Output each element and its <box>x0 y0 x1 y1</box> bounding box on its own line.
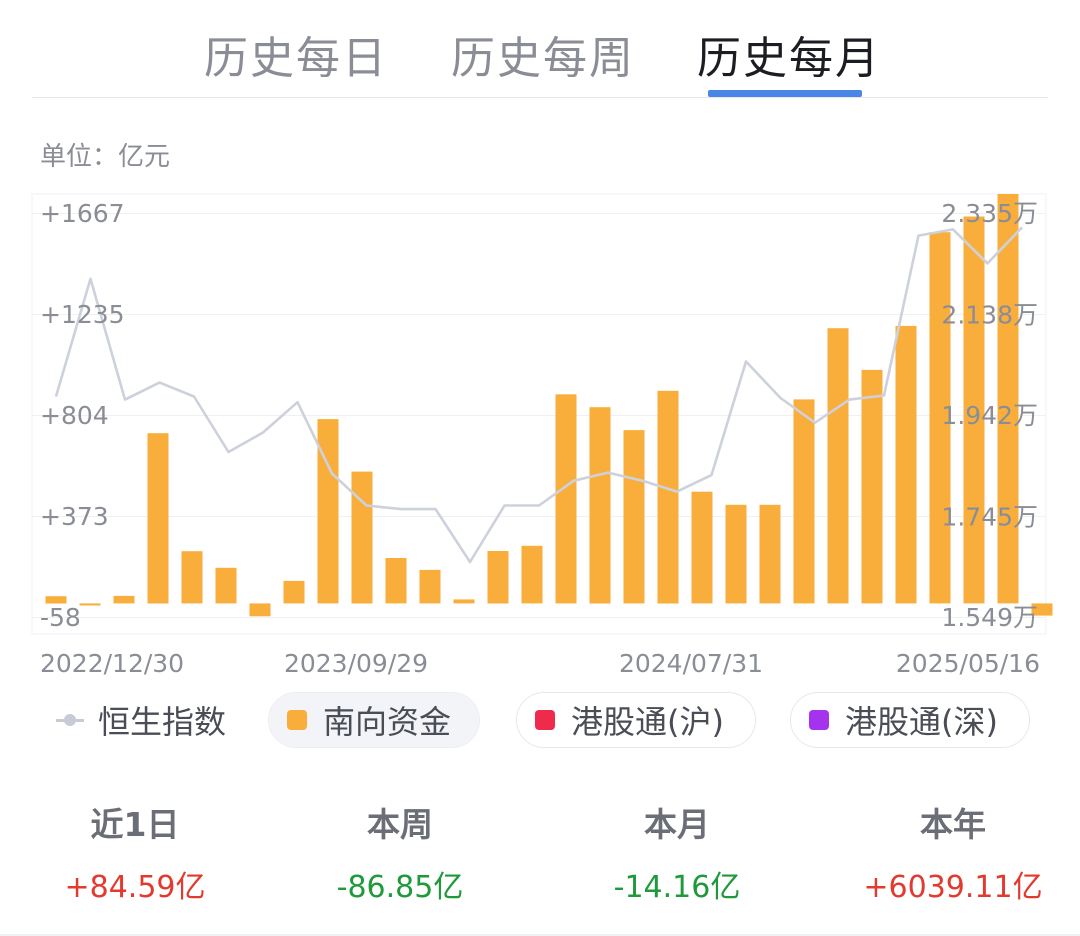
square-swatch-icon <box>535 710 555 730</box>
bar-12 <box>453 599 475 604</box>
bar-0 <box>45 596 67 604</box>
bar-25 <box>895 325 917 604</box>
bar-8 <box>317 419 339 604</box>
legend-hsi[interactable]: 恒生指数 <box>56 692 226 748</box>
stat-label: 本周 <box>367 805 433 844</box>
tab-daily[interactable]: 历史每日 <box>204 33 388 84</box>
bar-10 <box>385 558 407 604</box>
legend-southbound-label: 南向资金 <box>323 703 452 741</box>
stat-1d: 近1日 +84.59亿 <box>0 800 270 908</box>
bar-1 <box>79 603 101 606</box>
bar-29 <box>1031 603 1053 616</box>
legend-sh-connect-label: 港股通(沪) <box>571 703 724 741</box>
stat-value: +6039.11亿 <box>863 870 1043 905</box>
y-tick-left: -58 <box>40 603 81 632</box>
bar-26 <box>929 232 951 604</box>
bar-3 <box>147 433 169 604</box>
stat-value: +84.59亿 <box>64 870 206 905</box>
bar-17 <box>623 430 645 604</box>
unit-label: 单位：亿元 <box>40 142 171 172</box>
bar-19 <box>691 491 713 604</box>
bar-16 <box>589 407 611 604</box>
bar-11 <box>419 569 441 604</box>
legend-hsi-label: 恒生指数 <box>98 703 227 741</box>
y-tick-left: +804 <box>40 401 109 430</box>
bar-4 <box>181 551 203 604</box>
fund-flow-chart[interactable]: +1667 +1235 +804 +373 -58 2.335万 2.138万 1.942万 1… <box>0 180 1080 680</box>
bar-22 <box>793 399 815 604</box>
active-tab-indicator <box>708 90 862 97</box>
bar-13 <box>487 551 509 604</box>
tabs-divider <box>32 97 1048 98</box>
stat-value: -86.85亿 <box>336 870 464 905</box>
bar-9 <box>351 471 373 604</box>
line-swatch-icon <box>56 710 84 730</box>
y-tick-left: +1667 <box>40 199 125 228</box>
tab-weekly[interactable]: 历史每周 <box>451 33 635 84</box>
tab-monthly[interactable]: 历史每月 <box>697 33 881 84</box>
stat-year: 本年 +6039.11亿 <box>818 800 1080 908</box>
x-tick: 2024/07/31 <box>619 649 763 678</box>
stat-label: 近1日 <box>90 805 180 844</box>
stat-label: 本月 <box>644 805 710 844</box>
y-tick-left: +1235 <box>40 300 125 329</box>
y-tick-right: 2.138万 <box>941 300 1038 329</box>
bar-6 <box>249 603 271 617</box>
bar-18 <box>657 390 679 604</box>
x-tick: 2023/09/29 <box>284 649 428 678</box>
bar-14 <box>521 545 543 604</box>
legend-sz-connect[interactable]: 港股通(深) <box>790 692 1030 748</box>
bar-24 <box>861 369 883 604</box>
x-tick: 2025/05/16 <box>896 649 1040 678</box>
bar-7 <box>283 580 305 604</box>
y-tick-right: 1.942万 <box>941 401 1038 430</box>
flow-stats: 近1日 +84.59亿 本周 -86.85亿 本月 -14.16亿 本年 +60… <box>0 800 1080 920</box>
stat-week: 本周 -86.85亿 <box>265 800 535 908</box>
bar-23 <box>827 328 849 604</box>
stat-value: -14.16亿 <box>613 870 741 905</box>
x-tick: 2022/12/30 <box>40 649 184 678</box>
bottom-divider <box>0 934 1080 936</box>
bar-27 <box>963 216 985 604</box>
period-tabs: 历史每日 历史每周 历史每月 <box>0 0 1080 98</box>
legend-southbound[interactable]: 南向资金 <box>268 692 480 748</box>
stat-label: 本年 <box>920 805 986 844</box>
square-swatch-icon <box>809 710 829 730</box>
bar-28 <box>997 194 1019 604</box>
stat-month: 本月 -14.16亿 <box>542 800 812 908</box>
square-swatch-icon <box>287 710 307 730</box>
bar-15 <box>555 394 577 604</box>
y-tick-right: 1.549万 <box>941 603 1038 632</box>
bar-21 <box>759 504 781 604</box>
bar-2 <box>113 595 135 604</box>
bar-5 <box>215 567 237 604</box>
hsi-line <box>54 226 1023 564</box>
y-tick-right: 1.745万 <box>941 502 1038 531</box>
chart-legend: 恒生指数 南向资金 港股通(沪) 港股通(深) <box>0 688 1080 752</box>
y-tick-right: 2.335万 <box>941 199 1038 228</box>
plot-frame <box>31 193 1047 635</box>
bar-20 <box>725 504 747 604</box>
legend-sz-connect-label: 港股通(深) <box>845 703 998 741</box>
legend-sh-connect[interactable]: 港股通(沪) <box>516 692 756 748</box>
y-tick-left: +373 <box>40 502 109 531</box>
